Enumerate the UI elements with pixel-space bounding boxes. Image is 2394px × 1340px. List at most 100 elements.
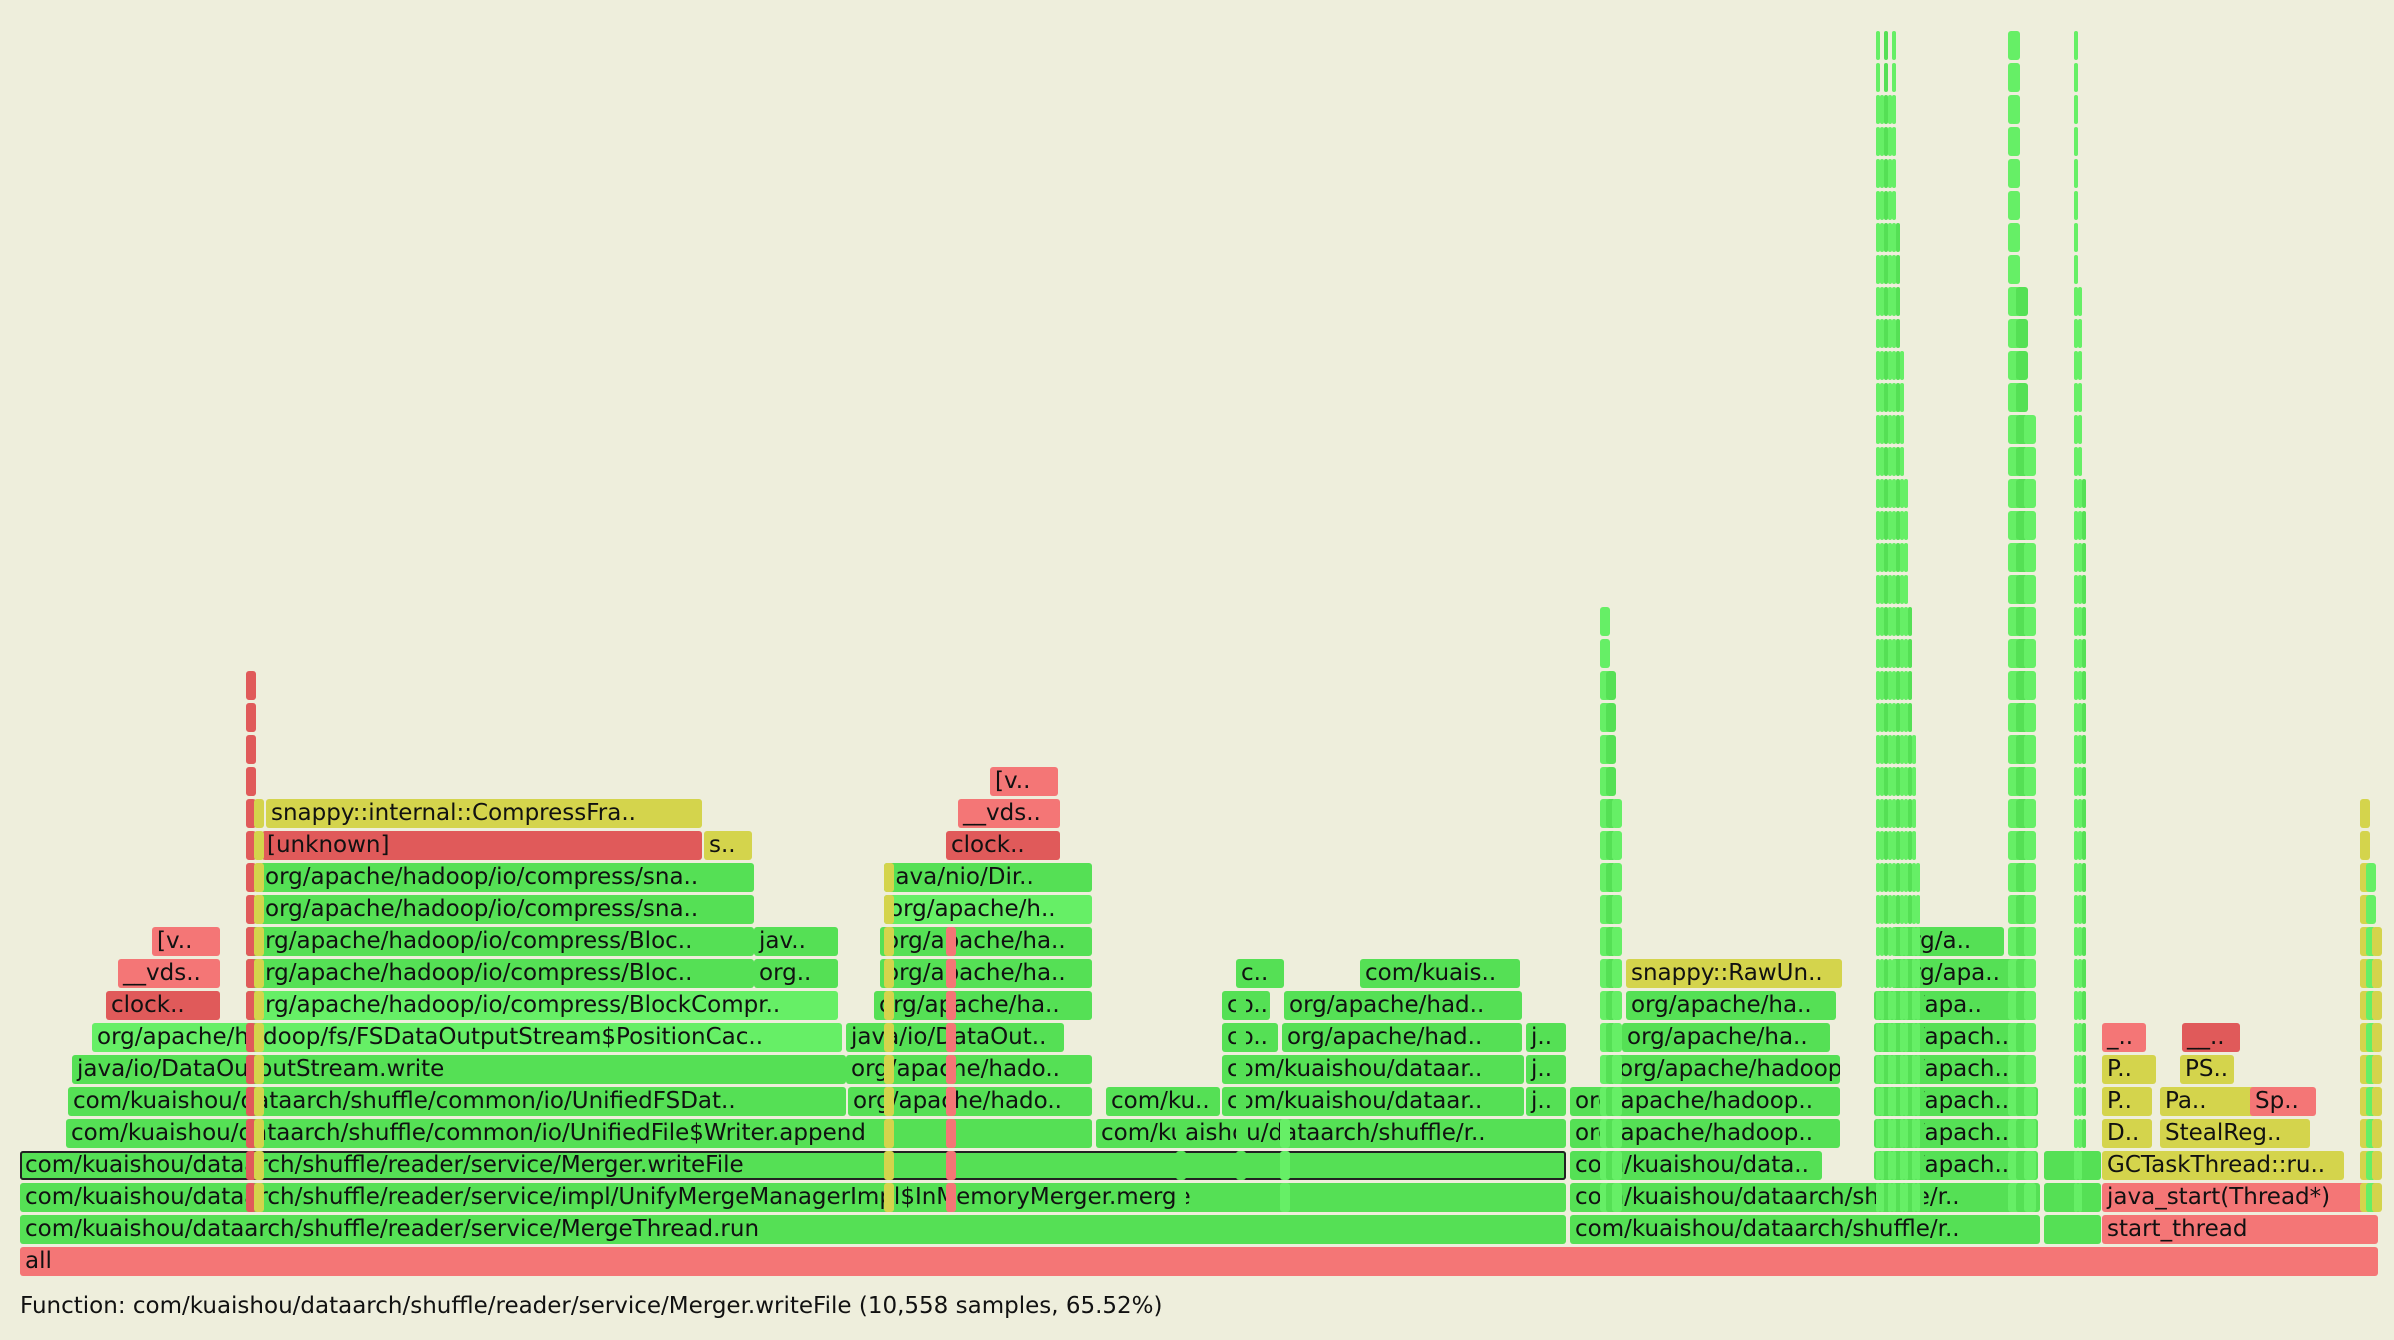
- stack-sliver[interactable]: [1892, 1183, 1896, 1212]
- stack-sliver[interactable]: [1884, 639, 1888, 668]
- stack-sliver[interactable]: [1876, 191, 1880, 220]
- stack-sliver[interactable]: [1896, 1151, 1900, 1180]
- stack-sliver[interactable]: [1884, 831, 1888, 860]
- stack-sliver[interactable]: [1880, 1055, 1884, 1084]
- stack-sliver[interactable]: [2024, 895, 2036, 924]
- stack-sliver[interactable]: [2074, 1119, 2078, 1148]
- flame-frame[interactable]: co..: [1222, 991, 1270, 1020]
- stack-sliver[interactable]: [1900, 831, 1904, 860]
- stack-sliver[interactable]: [1892, 735, 1896, 764]
- stack-sliver[interactable]: [1880, 1151, 1884, 1180]
- stack-sliver[interactable]: [1904, 991, 1908, 1020]
- stack-sliver[interactable]: [2366, 1055, 2376, 1084]
- stack-sliver[interactable]: [1888, 447, 1892, 476]
- stack-sliver[interactable]: [2366, 863, 2376, 892]
- stack-sliver[interactable]: [884, 1119, 894, 1148]
- stack-sliver[interactable]: [2082, 607, 2086, 636]
- stack-sliver[interactable]: [2074, 1023, 2078, 1052]
- stack-sliver[interactable]: [2082, 1119, 2086, 1148]
- stack-sliver[interactable]: [1896, 895, 1900, 924]
- stack-sliver[interactable]: [2024, 863, 2036, 892]
- stack-sliver[interactable]: [1612, 1119, 1622, 1148]
- stack-sliver[interactable]: [1876, 831, 1880, 860]
- stack-sliver[interactable]: [2360, 959, 2370, 988]
- stack-sliver[interactable]: [1606, 927, 1616, 956]
- stack-sliver[interactable]: [2008, 31, 2020, 60]
- stack-sliver[interactable]: [1606, 799, 1616, 828]
- stack-sliver[interactable]: [946, 1151, 956, 1180]
- stack-sliver[interactable]: [1900, 735, 1904, 764]
- stack-sliver[interactable]: [1606, 1183, 1616, 1212]
- stack-sliver[interactable]: [1916, 863, 1920, 892]
- stack-sliver[interactable]: [1888, 383, 1892, 412]
- stack-sliver[interactable]: [1888, 159, 1892, 188]
- flame-frame[interactable]: clock..: [106, 991, 220, 1020]
- stack-sliver[interactable]: [1612, 1023, 1622, 1052]
- stack-sliver[interactable]: [2024, 479, 2036, 508]
- stack-sliver[interactable]: [2074, 415, 2078, 444]
- stack-sliver[interactable]: [2082, 543, 2086, 572]
- stack-sliver[interactable]: [1900, 767, 1904, 796]
- stack-sliver[interactable]: [1884, 799, 1888, 828]
- stack-sliver[interactable]: [1876, 159, 1880, 188]
- stack-sliver[interactable]: [1892, 831, 1896, 860]
- stack-sliver[interactable]: [1888, 255, 1892, 284]
- stack-sliver[interactable]: [1888, 1119, 1892, 1148]
- stack-sliver[interactable]: [2372, 991, 2382, 1020]
- stack-sliver[interactable]: [2366, 1151, 2376, 1180]
- stack-sliver[interactable]: [2024, 607, 2036, 636]
- stack-sliver[interactable]: [2082, 959, 2086, 988]
- stack-sliver[interactable]: [2024, 735, 2036, 764]
- stack-sliver[interactable]: [884, 1023, 894, 1052]
- flame-frame[interactable]: com/kuaishou/dataar..: [1222, 1087, 1524, 1116]
- stack-sliver[interactable]: [1876, 735, 1880, 764]
- stack-sliver[interactable]: [1904, 575, 1908, 604]
- stack-sliver[interactable]: [1876, 447, 1880, 476]
- stack-sliver[interactable]: [1606, 735, 1616, 764]
- stack-sliver[interactable]: [1900, 639, 1904, 668]
- stack-sliver[interactable]: [1888, 671, 1892, 700]
- flame-frame[interactable]: com/kuaishou/dataarch/shuffle/reader/ser…: [20, 1151, 1566, 1180]
- stack-sliver[interactable]: [1888, 479, 1892, 508]
- stack-sliver[interactable]: [1884, 351, 1888, 380]
- stack-sliver[interactable]: [2074, 127, 2078, 156]
- stack-sliver[interactable]: [1876, 511, 1880, 540]
- stack-sliver[interactable]: [1880, 735, 1884, 764]
- stack-sliver[interactable]: [1908, 1183, 1912, 1212]
- flame-frame[interactable]: java/nio/Dir..: [884, 863, 1092, 892]
- stack-sliver[interactable]: [1606, 1055, 1616, 1084]
- stack-sliver[interactable]: [1884, 511, 1888, 540]
- stack-sliver[interactable]: [2016, 287, 2028, 316]
- stack-sliver[interactable]: [1876, 703, 1880, 732]
- stack-sliver[interactable]: [1892, 1087, 1896, 1116]
- stack-sliver[interactable]: [1612, 959, 1622, 988]
- stack-sliver[interactable]: [2024, 767, 2036, 796]
- flame-frame[interactable]: [unknown]: [262, 831, 702, 860]
- stack-sliver[interactable]: [1888, 319, 1892, 348]
- stack-sliver[interactable]: [1236, 1183, 1246, 1212]
- stack-sliver[interactable]: [1896, 319, 1900, 348]
- stack-sliver[interactable]: [1916, 927, 1920, 956]
- stack-sliver[interactable]: [2024, 959, 2036, 988]
- flame-frame[interactable]: com/kuaishou/dataarch/shuffle/reader/ser…: [20, 1215, 1566, 1244]
- stack-sliver[interactable]: [1900, 351, 1904, 380]
- stack-sliver[interactable]: [1876, 1087, 1880, 1116]
- stack-sliver[interactable]: [1900, 511, 1904, 540]
- stack-sliver[interactable]: [1916, 1055, 1920, 1084]
- stack-sliver[interactable]: [1600, 735, 1610, 764]
- stack-sliver[interactable]: [1904, 511, 1908, 540]
- flame-frame[interactable]: StealReg..: [2160, 1119, 2310, 1148]
- stack-sliver[interactable]: [1896, 1023, 1900, 1052]
- stack-sliver[interactable]: [254, 959, 264, 988]
- stack-sliver[interactable]: [946, 1183, 956, 1212]
- flame-frame[interactable]: org/apache/hadoop/fs/FSDataOutputStream$…: [92, 1023, 842, 1052]
- flame-frame[interactable]: org..: [754, 959, 838, 988]
- stack-sliver[interactable]: [2078, 479, 2082, 508]
- stack-sliver[interactable]: [1888, 991, 1892, 1020]
- stack-sliver[interactable]: [1904, 895, 1908, 924]
- stack-sliver[interactable]: [1884, 959, 1888, 988]
- stack-sliver[interactable]: [1880, 543, 1884, 572]
- flame-frame[interactable]: __vds..: [958, 799, 1060, 828]
- stack-sliver[interactable]: [2024, 1183, 2036, 1212]
- flame-frame[interactable]: _..: [2102, 1023, 2146, 1052]
